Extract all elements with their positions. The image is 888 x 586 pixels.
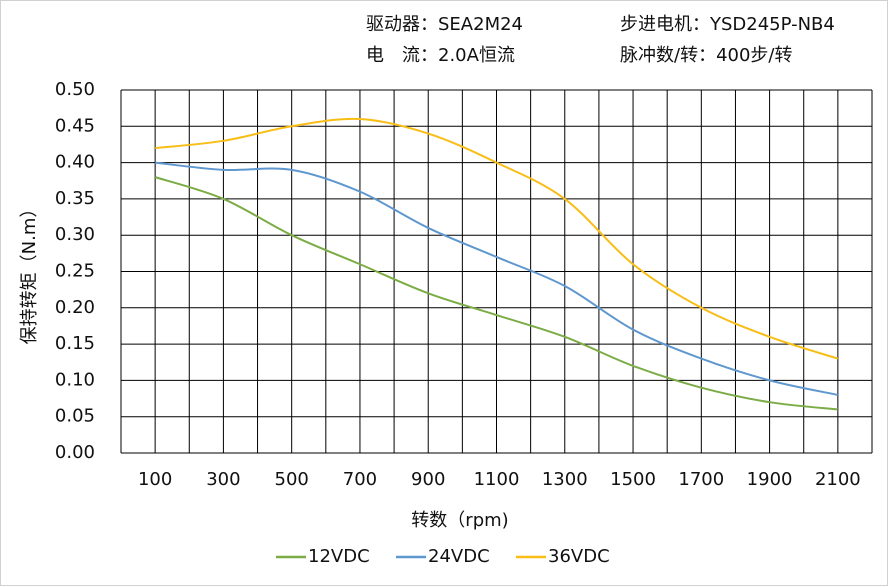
legend-label: 36VDC bbox=[548, 546, 610, 567]
y-tick-label: 0.20 bbox=[55, 297, 95, 318]
legend-label: 12VDC bbox=[308, 546, 370, 567]
y-tick-label: 0.05 bbox=[55, 406, 95, 427]
y-tick-label: 0.25 bbox=[55, 261, 95, 282]
annotation: 驱动器：SEA2M24 bbox=[366, 14, 523, 35]
x-axis-label: 转数（rpm) bbox=[411, 510, 508, 531]
x-tick-label: 1500 bbox=[610, 469, 656, 490]
annotation: 步进电机：YSD245P-NB4 bbox=[620, 14, 835, 35]
line-series bbox=[155, 161, 839, 396]
x-tick-label: 300 bbox=[206, 469, 240, 490]
y-tick-label: 0.15 bbox=[55, 333, 95, 354]
y-tick-label: 0.35 bbox=[55, 188, 95, 209]
x-tick-label: 1900 bbox=[747, 469, 793, 490]
annotation: 脉冲数/转：400步/转 bbox=[620, 45, 793, 66]
annotation: 电 流：2.0A恒流 bbox=[366, 45, 515, 66]
x-tick-label: 1700 bbox=[678, 469, 724, 490]
x-tick-label: 1300 bbox=[542, 469, 588, 490]
x-tick-label: 1100 bbox=[474, 469, 520, 490]
x-tick-label: 700 bbox=[343, 469, 377, 490]
legend-label: 24VDC bbox=[428, 546, 490, 567]
x-tick-label: 900 bbox=[411, 469, 445, 490]
line-series bbox=[154, 176, 838, 411]
y-tick-label: 0.40 bbox=[55, 152, 95, 173]
y-axis-label: 保持转矩（N.m） bbox=[19, 200, 40, 345]
x-tick-label: 500 bbox=[275, 469, 309, 490]
x-tick-label: 100 bbox=[138, 469, 172, 490]
y-tick-label: 0.50 bbox=[55, 79, 95, 100]
x-tick-label: 2100 bbox=[815, 469, 861, 490]
y-tick-label: 0.00 bbox=[55, 442, 95, 463]
y-tick-label: 0.10 bbox=[55, 369, 95, 390]
y-tick-label: 0.45 bbox=[55, 115, 95, 136]
y-tick-label: 0.30 bbox=[55, 224, 95, 245]
line-series bbox=[155, 117, 839, 360]
